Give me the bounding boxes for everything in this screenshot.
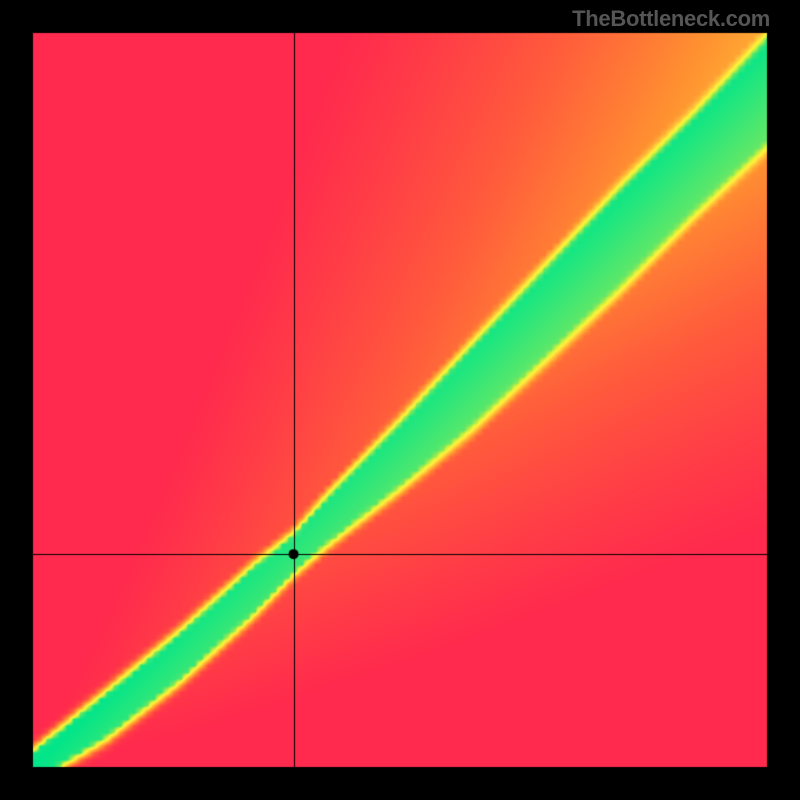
bottleneck-heatmap-canvas [0,0,800,800]
chart-root: TheBottleneck.com [0,0,800,800]
watermark-text: TheBottleneck.com [572,6,770,32]
